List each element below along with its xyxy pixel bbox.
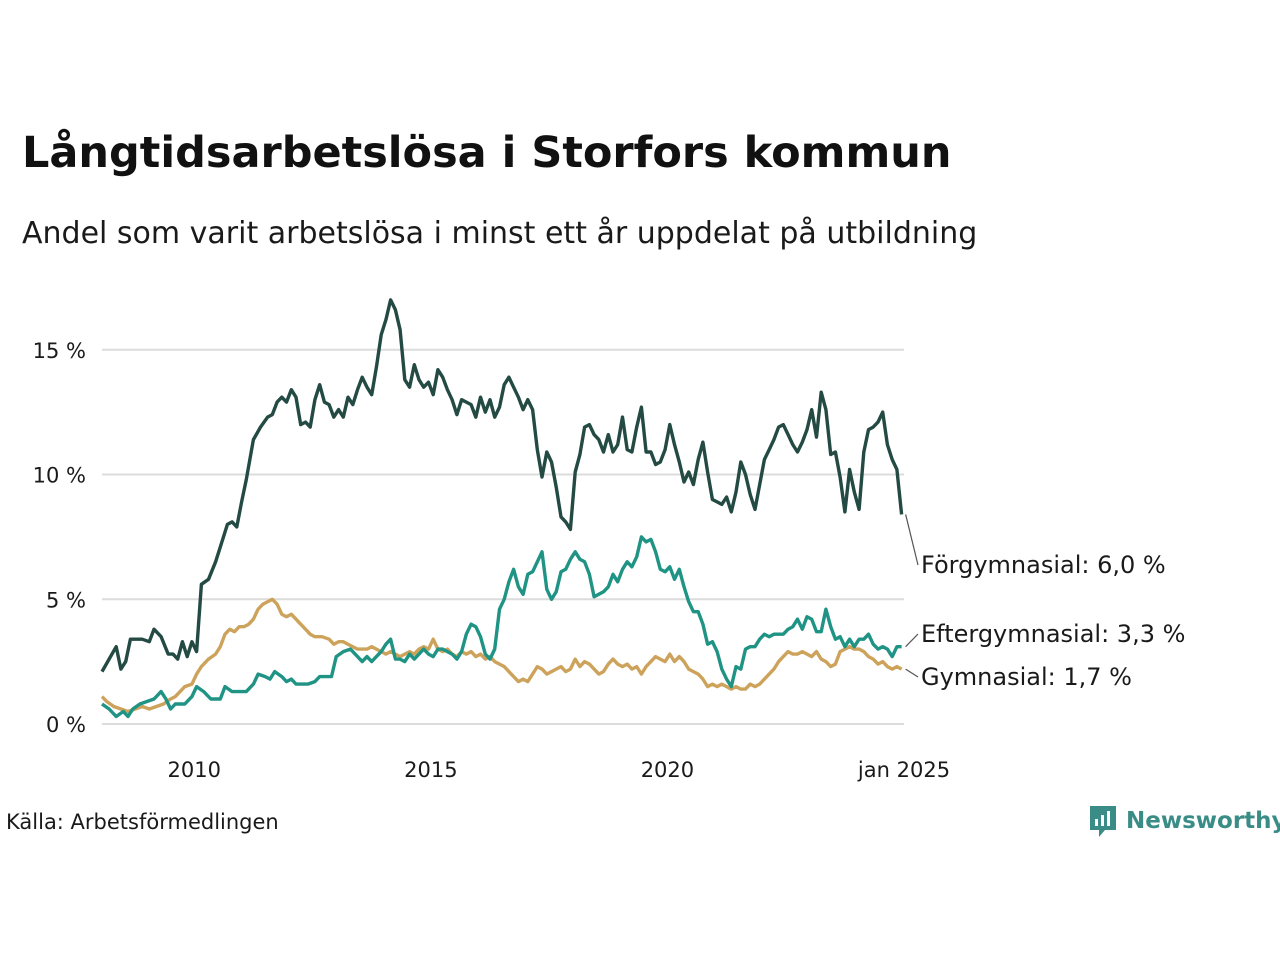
series-line-gymnasial bbox=[100, 597, 903, 714]
y-tick-label: 0 % bbox=[46, 713, 86, 737]
series-lines bbox=[100, 298, 904, 719]
x-tick-label: 2010 bbox=[168, 758, 221, 782]
newsworthy-logo[interactable]: Newsworthy bbox=[1088, 804, 1280, 838]
end-label-eftergymnasial: Eftergymnasial: 3,3 % bbox=[921, 620, 1185, 648]
series-line-eftergymnasial bbox=[101, 535, 902, 719]
end-label-connector bbox=[905, 514, 919, 566]
y-tick-label: 5 % bbox=[46, 588, 86, 612]
gridlines bbox=[102, 348, 904, 725]
end-label-connector bbox=[905, 668, 919, 678]
end-label-connector bbox=[905, 633, 919, 648]
chart-subtitle: Andel som varit arbetslösa i minst ett å… bbox=[22, 216, 978, 251]
newsworthy-logo-icon bbox=[1090, 806, 1116, 837]
line-chart: 0 % 5 % 10 % 15 % 2010 2015 2020 jan 2025 Förg… bbox=[33, 298, 1185, 782]
source-note: Källa: Arbetsförmedlingen bbox=[6, 810, 279, 834]
y-tick-label: 15 % bbox=[33, 339, 86, 363]
end-label-gymnasial: Gymnasial: 1,7 % bbox=[921, 663, 1132, 691]
y-axis-ticks: 0 % 5 % 10 % 15 % bbox=[33, 339, 86, 737]
x-axis-ticks: 2010 2015 2020 jan 2025 bbox=[168, 758, 951, 782]
x-tick-label: 2020 bbox=[641, 758, 694, 782]
brand-name: Newsworthy bbox=[1126, 808, 1280, 834]
end-labels: Förgymnasial: 6,0 % Eftergymnasial: 3,3 %… bbox=[905, 514, 1185, 691]
y-tick-label: 10 % bbox=[33, 464, 86, 488]
series-line-förgymnasial bbox=[100, 298, 904, 673]
x-tick-label: jan 2025 bbox=[857, 758, 950, 782]
end-label-förgymnasial: Förgymnasial: 6,0 % bbox=[921, 551, 1166, 579]
x-tick-label: 2015 bbox=[404, 758, 457, 782]
chart-title: Långtidsarbetslösa i Storfors kommun bbox=[22, 128, 952, 178]
